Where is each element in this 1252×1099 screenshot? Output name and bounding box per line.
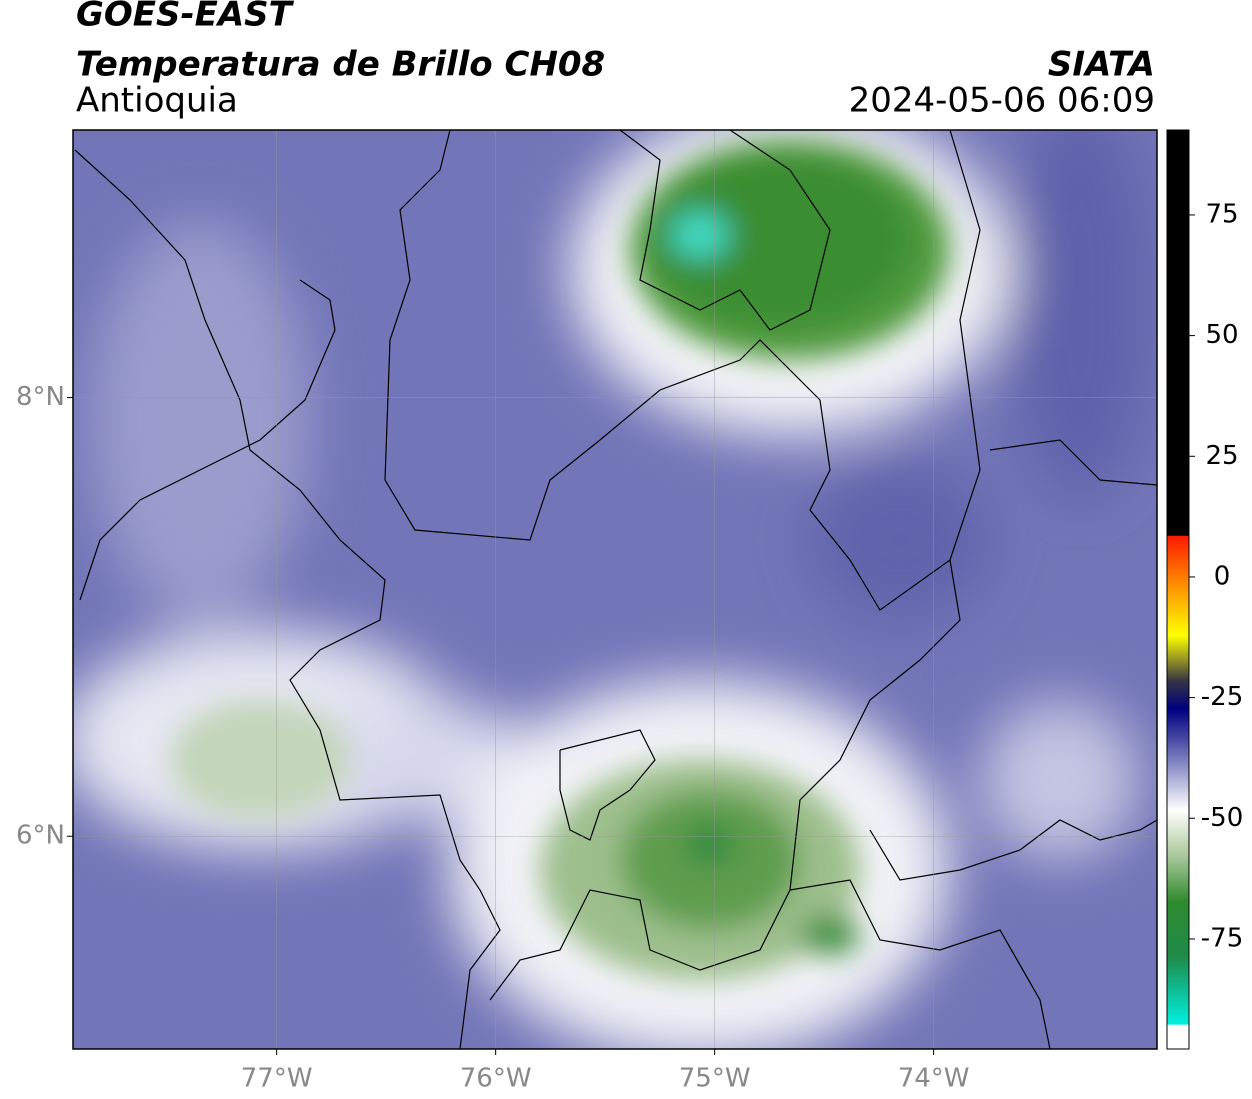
x-tick-label: 75°W	[679, 1064, 751, 1094]
source: SIATA	[1048, 45, 1155, 85]
x-tick-label: 76°W	[460, 1064, 532, 1094]
colorbar-tick-label: -75	[1201, 923, 1243, 953]
x-tick-label: 74°W	[898, 1064, 970, 1094]
region: Antioquia	[76, 81, 238, 121]
colorbar-tick-label: 50	[1205, 320, 1238, 350]
timestamp: 2024-05-06 06:09	[849, 81, 1155, 121]
colorbar-tick-label: 25	[1205, 441, 1238, 471]
colorbar-tick-label: 75	[1205, 199, 1238, 229]
colorbar	[1166, 129, 1190, 1050]
subtitle: Temperatura de Brillo CH08	[76, 45, 605, 85]
satellite-image	[73, 130, 1157, 1049]
y-tick-label: 8°N	[16, 382, 65, 412]
colorbar-tick-label: -50	[1201, 803, 1243, 833]
title: GOES-EAST	[76, 0, 295, 35]
colorbar-tick-label: 0	[1214, 561, 1231, 591]
y-tick-label: 6°N	[16, 821, 65, 851]
map-frame	[72, 129, 1158, 1050]
x-tick-label: 77°W	[241, 1064, 313, 1094]
colorbar-tick-label: -25	[1201, 682, 1243, 712]
